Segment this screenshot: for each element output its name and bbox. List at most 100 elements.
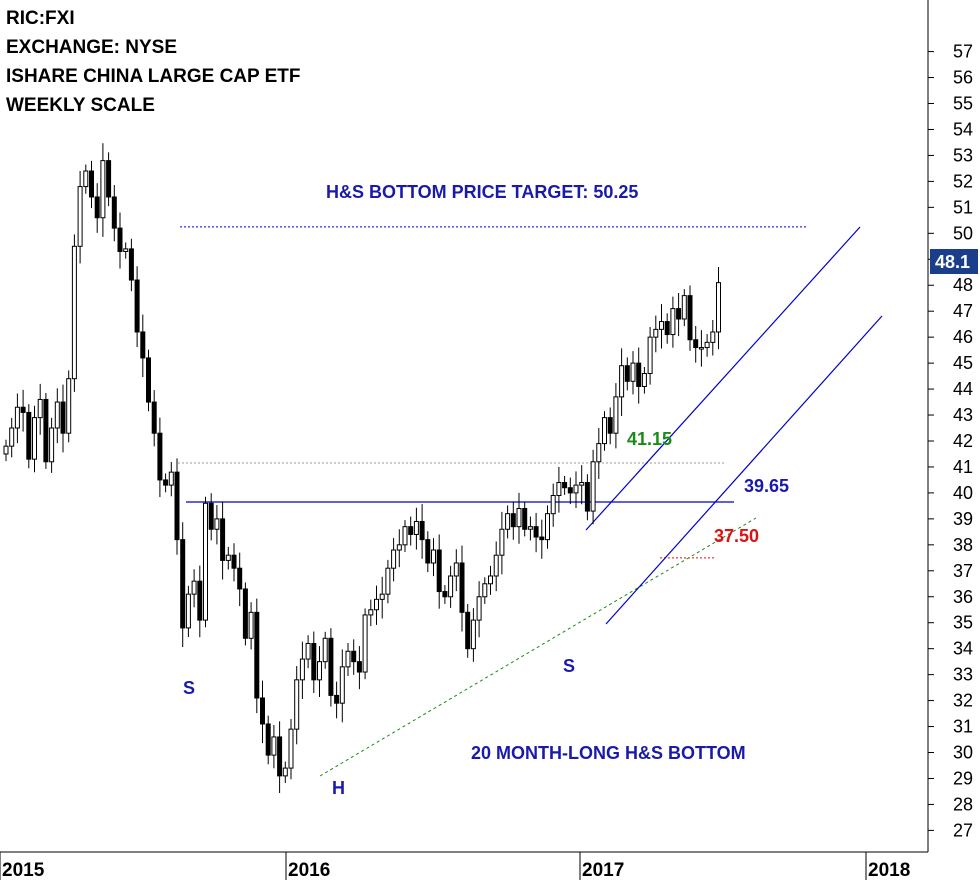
candle	[277, 736, 283, 777]
y-tick-label: 31	[953, 717, 973, 737]
candle	[89, 170, 94, 198]
candle	[111, 196, 117, 229]
candle	[676, 308, 682, 320]
candle	[630, 362, 636, 382]
candle	[362, 614, 368, 673]
candle	[151, 401, 157, 434]
candle	[550, 495, 556, 515]
y-tick-label: 28	[953, 794, 973, 814]
y-tick-label: 54	[953, 119, 973, 139]
y-tick-label: 30	[953, 743, 973, 763]
candle	[402, 526, 408, 546]
candle	[704, 341, 710, 349]
y-tick-label: 42	[953, 431, 973, 451]
candle	[527, 526, 533, 530]
right-shoulder-label: S	[563, 656, 575, 676]
y-tick-label: 33	[953, 665, 973, 685]
header-name: ISHARE CHINA LARGE CAP ETF	[6, 66, 301, 87]
y-tick-label: 46	[953, 327, 973, 347]
y-tick-label: 27	[953, 820, 973, 840]
y-tick-label: 47	[953, 301, 973, 321]
y-tick-label: 50	[953, 223, 973, 243]
candle	[488, 575, 493, 585]
candle	[197, 580, 203, 621]
candle	[465, 611, 471, 650]
y-tick-label: 53	[953, 145, 973, 165]
candle	[3, 445, 9, 455]
candle	[453, 562, 459, 577]
y-tick-label: 41	[953, 457, 973, 477]
x-tick-label: 2015	[2, 860, 45, 880]
y-tick-label: 55	[953, 94, 973, 114]
x-tick-label: 2016	[288, 860, 330, 880]
candle	[174, 471, 180, 541]
candle	[32, 417, 37, 460]
candle	[619, 365, 625, 398]
candle	[106, 160, 112, 198]
candle	[237, 567, 243, 590]
candle	[596, 443, 602, 463]
y-tick-label: 45	[953, 353, 973, 373]
y-tick-label: 36	[953, 587, 973, 607]
candle	[493, 554, 499, 577]
y-tick-label: 39	[953, 509, 973, 529]
candle	[573, 484, 579, 494]
candle	[391, 549, 397, 569]
candle	[567, 487, 573, 494]
candle	[641, 372, 647, 387]
candle	[180, 539, 186, 629]
y-tick-label: 34	[953, 639, 973, 659]
candle	[351, 650, 357, 663]
y-tick-label: 43	[953, 405, 973, 425]
channel-upper-line	[585, 226, 861, 531]
candle	[442, 591, 448, 598]
x-tick-label: 2017	[582, 860, 624, 880]
candle	[157, 432, 163, 481]
candle	[693, 339, 699, 349]
candle	[687, 295, 693, 341]
candle	[117, 227, 123, 252]
candle	[225, 554, 231, 561]
candle	[408, 526, 414, 535]
y-tick-label: 56	[953, 68, 973, 88]
candle	[191, 580, 197, 595]
candle	[299, 658, 305, 681]
x-tick-label: 2018	[868, 860, 910, 880]
last-price-tag	[930, 249, 978, 274]
candle	[231, 554, 237, 569]
candle	[584, 482, 590, 512]
candle	[94, 196, 100, 219]
candle	[83, 170, 89, 188]
candle	[146, 357, 151, 403]
candle	[533, 526, 539, 538]
candle	[288, 728, 294, 769]
candle	[66, 378, 72, 434]
candle	[242, 588, 248, 639]
header-scale: WEEKLY SCALE	[6, 95, 155, 116]
candle	[265, 723, 271, 756]
candle	[379, 593, 385, 600]
candle	[681, 295, 687, 320]
head-label: H	[332, 778, 345, 798]
candle	[562, 482, 568, 489]
y-tick-label: 48	[953, 275, 973, 295]
candle	[26, 411, 32, 460]
candle	[208, 502, 214, 530]
candle	[317, 661, 322, 681]
candle	[294, 679, 300, 730]
candle	[60, 401, 66, 434]
candle	[168, 471, 174, 486]
y-tick-label: 57	[953, 42, 973, 62]
candle	[425, 539, 431, 564]
candle	[613, 396, 619, 434]
candle	[260, 697, 265, 725]
y-tick-label: 38	[953, 535, 973, 555]
candle	[653, 328, 659, 338]
candle	[14, 406, 20, 429]
candle	[470, 619, 476, 650]
candle	[123, 248, 129, 252]
candle	[385, 567, 391, 595]
header-exchange: EXCHANGE: NYSE	[6, 37, 178, 58]
